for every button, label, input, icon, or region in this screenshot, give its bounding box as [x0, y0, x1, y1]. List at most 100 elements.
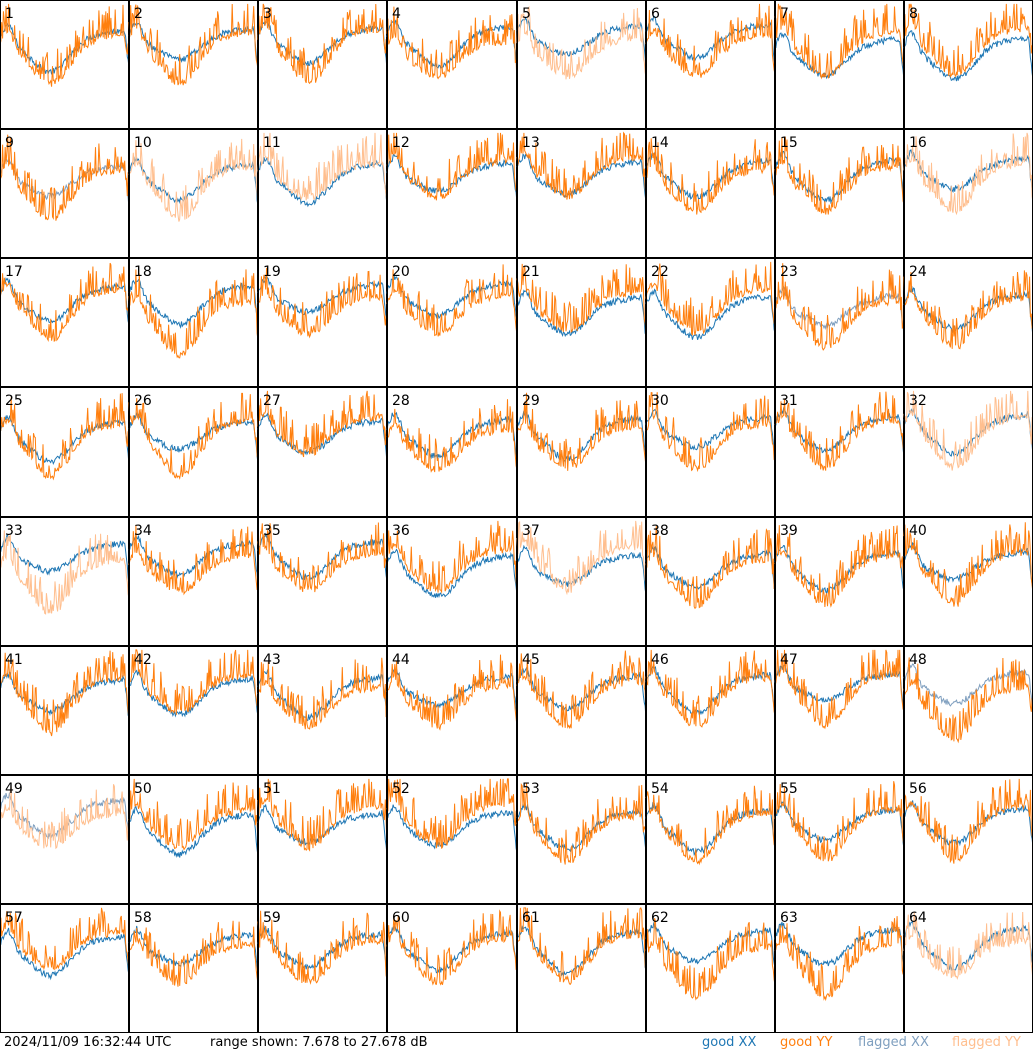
tile-border	[387, 129, 517, 258]
tile-border	[775, 517, 904, 646]
tile-label: 5	[522, 6, 531, 22]
tile-12: 12	[386, 129, 518, 258]
tile-label: 42	[134, 652, 152, 668]
tile-52: 52	[386, 775, 518, 904]
tile-28-yy-trace	[386, 399, 518, 473]
tile-border	[517, 904, 646, 1033]
tile-label: 3	[263, 6, 272, 22]
tile-label: 19	[263, 264, 281, 280]
tile-32-yy-trace	[903, 390, 1033, 471]
tile-border	[646, 0, 775, 129]
tile-label: 44	[392, 652, 410, 668]
tile-label: 47	[780, 652, 798, 668]
tile-6-yy-trace	[645, 3, 776, 78]
tile-29-yy-trace	[516, 392, 647, 471]
tile-54-yy-trace	[645, 785, 776, 866]
tile-8: 8	[903, 0, 1033, 129]
tile-24-yy-trace	[903, 270, 1033, 350]
tile-27-yy-trace	[257, 390, 388, 458]
tile-38: 38	[645, 517, 776, 646]
tile-label: 50	[134, 781, 152, 797]
tile-border	[646, 387, 775, 517]
tile-label: 1	[5, 6, 14, 22]
tile-51: 51	[257, 775, 388, 904]
tile-41: 41	[0, 646, 130, 775]
tile-42-xx-trace	[128, 669, 259, 718]
tile-15-yy-trace	[774, 136, 905, 215]
tile-border	[387, 646, 517, 775]
tile-46: 46	[645, 646, 776, 775]
tile-64: 64	[903, 904, 1033, 1033]
tile-label: 2	[134, 6, 143, 22]
tile-2-yy-trace	[128, 3, 259, 86]
tile-50: 50	[128, 775, 259, 904]
tile-61-yy-trace	[516, 906, 647, 985]
tile-19: 19	[257, 258, 388, 387]
tile-27: 27	[257, 387, 388, 517]
tile-3-yy-trace	[257, 3, 388, 85]
tile-1-yy-trace	[0, 3, 130, 87]
tile-label: 25	[5, 393, 23, 409]
tile-label: 16	[909, 135, 927, 151]
tile-40-yy-trace	[903, 522, 1033, 607]
tile-11-yy-trace	[257, 132, 388, 206]
tile-label: 14	[651, 135, 669, 151]
tile-border	[0, 646, 129, 775]
tile-40: 40	[903, 517, 1033, 646]
tile-border	[258, 517, 387, 646]
tile-56: 56	[903, 775, 1033, 904]
tile-label: 36	[392, 523, 410, 539]
tile-label: 27	[263, 393, 281, 409]
tile-border	[0, 0, 129, 129]
tile-41-yy-trace	[0, 650, 130, 737]
tile-58: 58	[128, 904, 259, 1033]
tile-63-xx-trace	[774, 921, 905, 968]
tile-7-yy-trace	[774, 3, 905, 80]
tile-label: 64	[909, 910, 927, 926]
tile-border	[129, 387, 258, 517]
tile-42: 42	[128, 646, 259, 775]
tile-5-yy-trace	[516, 5, 647, 80]
tile-54: 54	[645, 775, 776, 904]
tile-5: 5	[516, 0, 647, 129]
tile-44-xx-trace	[386, 666, 518, 720]
tile-38-xx-trace	[645, 545, 776, 593]
tile-12-yy-trace	[386, 132, 518, 201]
tile-58-yy-trace	[128, 920, 259, 987]
timestamp: 2024/11/09 16:32:44 UTC	[4, 1035, 172, 1050]
tile-border	[129, 904, 258, 1033]
tile-25-yy-trace	[0, 393, 130, 481]
tile-border	[775, 258, 904, 387]
tile-61: 61	[516, 904, 647, 1033]
tile-21: 21	[516, 258, 647, 387]
tile-20-yy-trace	[386, 264, 518, 337]
tile-label: 33	[5, 523, 23, 539]
tile-6-xx-trace	[645, 15, 776, 68]
tile-52-yy-trace	[386, 778, 518, 849]
tile-label: 6	[651, 6, 660, 22]
tile-17-yy-trace	[0, 262, 130, 343]
tile-63-yy-trace	[774, 916, 905, 1002]
tile-border	[258, 646, 387, 775]
tile-14: 14	[645, 129, 776, 258]
tile-59: 59	[257, 904, 388, 1033]
tile-label: 11	[263, 135, 281, 151]
tile-16-yy-trace	[903, 132, 1033, 216]
tile-29-xx-trace	[516, 410, 647, 464]
tile-23-yy-trace	[774, 263, 905, 351]
tile-30-yy-trace	[645, 392, 776, 473]
tile-label: 26	[134, 393, 152, 409]
tile-label: 43	[263, 652, 281, 668]
tile-border	[387, 0, 517, 129]
tile-border	[0, 387, 129, 517]
tile-9: 9	[0, 129, 130, 258]
tile-16: 16	[903, 129, 1033, 258]
tile-11-xx-trace	[257, 157, 388, 208]
tile-2: 2	[128, 0, 259, 129]
tile-border	[775, 904, 904, 1033]
tile-border	[387, 517, 517, 646]
tile-33-yy-trace	[0, 530, 130, 615]
tile-label: 63	[780, 910, 798, 926]
tile-label: 34	[134, 523, 152, 539]
tile-44: 44	[386, 646, 518, 775]
